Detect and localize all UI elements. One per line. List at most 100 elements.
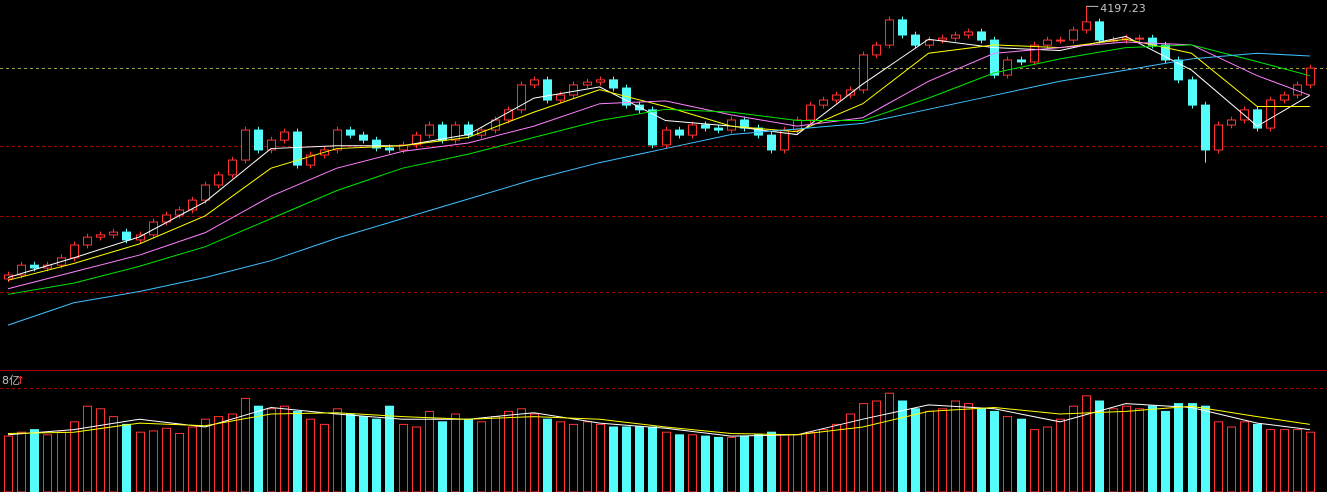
candle-body [675, 129, 684, 136]
volume-bar [885, 392, 894, 492]
candle-body [832, 94, 841, 101]
candle-body [122, 231, 131, 241]
volume-bar [819, 429, 828, 492]
volume-bar [648, 426, 657, 492]
volume-bar [1030, 429, 1039, 492]
volume-bar [740, 435, 749, 492]
candle-body [556, 94, 565, 101]
ma-line [7, 52, 1310, 326]
candle-body [228, 159, 237, 176]
vma-line [7, 405, 1310, 436]
volume-bar [451, 413, 460, 492]
candle-body [438, 124, 447, 141]
candle-body [1017, 59, 1026, 63]
volume-bar [754, 434, 763, 492]
candle-body [1095, 21, 1104, 41]
candle-body [1280, 94, 1289, 101]
candle-body [583, 81, 592, 86]
candle-body [359, 134, 368, 141]
candle-body [859, 54, 868, 91]
volume-bar [977, 408, 986, 492]
candle-body [1069, 29, 1078, 41]
volume-bar [43, 434, 52, 492]
candle-body [1030, 44, 1039, 63]
candle-body [1003, 59, 1012, 76]
volume-bar [1082, 395, 1091, 492]
candle-body [451, 124, 460, 141]
candle-body [17, 264, 26, 276]
candle-body [280, 131, 289, 141]
volume-bar [675, 434, 684, 492]
volume-bar [780, 434, 789, 492]
volume-bar [727, 436, 736, 492]
volume-bar [399, 423, 408, 492]
candle-body [1174, 59, 1183, 81]
volume-bar [1056, 418, 1065, 492]
candle-body [83, 236, 92, 246]
candle-body [1253, 109, 1262, 129]
volume-bar [556, 421, 565, 492]
candle-body [1188, 79, 1197, 106]
volume-bar [122, 423, 131, 492]
candle-body [333, 129, 342, 151]
vma-line [7, 403, 1310, 437]
volume-bar [688, 434, 697, 492]
volume-bar [333, 408, 342, 492]
volume-bar [1161, 410, 1170, 492]
candle-body [254, 129, 263, 151]
volume-bar [530, 413, 539, 492]
volume-bar [1109, 408, 1118, 492]
candle-body [938, 37, 947, 41]
volume-bar [267, 408, 276, 492]
volume-bar [491, 416, 500, 492]
candle-body [96, 234, 105, 238]
volume-bar [635, 426, 644, 492]
candle-body [872, 44, 881, 56]
candle-body [1201, 104, 1210, 151]
candle-body [241, 129, 250, 161]
volume-bar [425, 410, 434, 492]
candle-body [1161, 44, 1170, 61]
volume-bar [1017, 418, 1026, 492]
candle-body [898, 19, 907, 36]
ma-line [7, 35, 1311, 278]
candle-body [806, 104, 815, 121]
volume-bar [1095, 400, 1104, 492]
volume-bar [214, 416, 223, 492]
candle-body [1135, 37, 1144, 40]
volume-bar [569, 423, 578, 492]
volume-bar [964, 403, 973, 492]
volume-bar [714, 436, 723, 492]
volume-bar [583, 421, 592, 492]
volume-bar [306, 418, 315, 492]
candle-body [425, 124, 434, 136]
volume-bar [767, 431, 776, 492]
volume-bar [622, 426, 631, 492]
candle-body [267, 139, 276, 151]
candle-body [70, 244, 79, 259]
candle-body [543, 79, 552, 101]
volume-bar [938, 408, 947, 492]
candle-body [1227, 119, 1236, 126]
volume-bar [1122, 405, 1131, 492]
volume-bar [385, 405, 394, 492]
volume-bar [832, 423, 841, 492]
volume-bar [951, 400, 960, 492]
volume-bar [57, 431, 66, 492]
volume-bar [4, 435, 13, 492]
volume-bar [662, 431, 671, 492]
volume-bar [162, 427, 171, 492]
candle-body [201, 184, 210, 201]
candle-body [109, 231, 118, 236]
volume-bar [517, 408, 526, 492]
volume-bar [872, 400, 881, 492]
volume-bar [1135, 408, 1144, 492]
candle-body [1043, 39, 1052, 46]
volume-bar [793, 434, 802, 492]
volume-bar [1293, 429, 1302, 492]
volume-bar [372, 418, 381, 492]
volume-bar [1280, 429, 1289, 492]
volume-bar [898, 400, 907, 492]
candle-body [346, 129, 355, 136]
